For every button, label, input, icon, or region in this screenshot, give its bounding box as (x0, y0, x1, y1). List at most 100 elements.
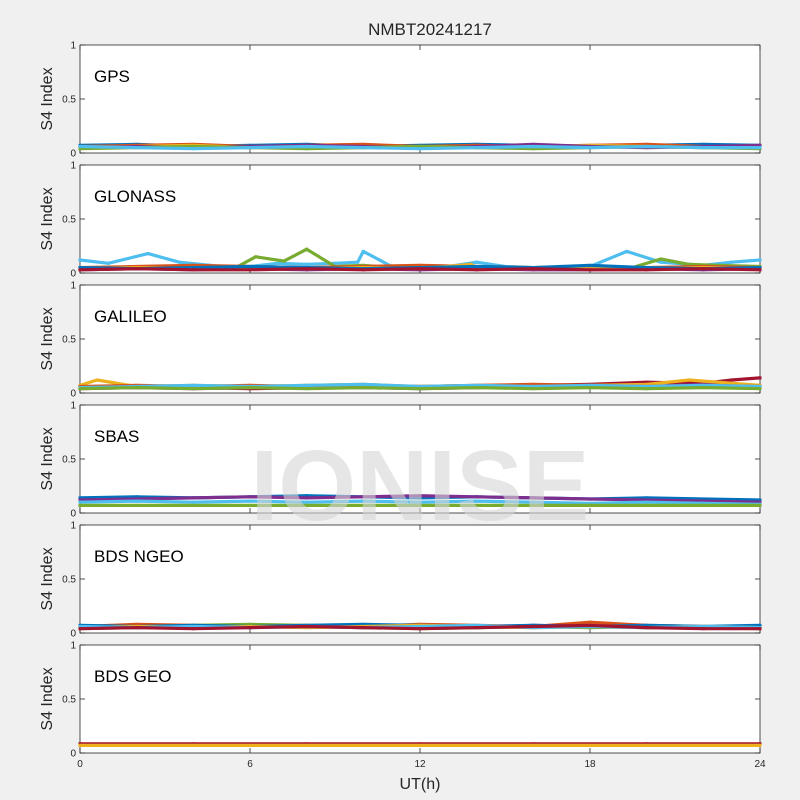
data-point (758, 143, 762, 147)
y-tick-label: 0 (70, 149, 76, 160)
data-point (333, 261, 337, 265)
data-point (475, 623, 479, 627)
y-tick-label: 1 (70, 281, 76, 292)
data-point (758, 385, 762, 388)
y-tick-label: 0.5 (62, 695, 76, 706)
data-point (475, 626, 479, 630)
data-point (701, 267, 705, 271)
system-label: GLONASS (94, 187, 176, 206)
data-point (361, 503, 365, 507)
data-point (701, 499, 705, 503)
data-point (78, 258, 82, 262)
data-point (645, 266, 649, 270)
data-point (645, 268, 649, 272)
data-point (758, 743, 762, 747)
data-point (475, 146, 479, 150)
data-point (248, 499, 252, 503)
data-point (78, 503, 82, 507)
data-point (191, 147, 195, 151)
data-point (248, 503, 252, 507)
x-tick-label: 6 (247, 759, 253, 770)
data-point (588, 497, 592, 501)
data-point (78, 266, 82, 270)
data-point (305, 147, 309, 151)
data-point (135, 495, 139, 499)
y-tick-label: 0.5 (62, 455, 76, 466)
data-point (361, 622, 365, 626)
y-axis-label: S4 Index (39, 187, 56, 250)
figure-title: NMBT20241217 (368, 20, 492, 39)
x-tick-label: 24 (754, 759, 766, 770)
data-point (95, 378, 99, 382)
data-point (135, 146, 139, 150)
data-point (356, 260, 360, 264)
data-point (475, 383, 479, 387)
data-point (305, 262, 309, 266)
data-point (305, 145, 309, 148)
data-point (191, 268, 195, 272)
data-point (78, 268, 82, 272)
y-tick-label: 0 (70, 629, 76, 640)
data-point (305, 496, 309, 500)
data-point (361, 268, 365, 272)
data-point (305, 742, 309, 746)
data-point (78, 743, 82, 747)
data-point (305, 743, 309, 747)
data-point (418, 385, 422, 388)
data-point (191, 627, 195, 631)
panel-sbas: 0 0.5 1 S4 Index SBAS (39, 401, 762, 520)
data-point (78, 496, 82, 500)
data-point (758, 376, 762, 380)
data-point (475, 495, 479, 499)
y-tick-label: 1 (70, 401, 76, 412)
data-point (687, 262, 691, 266)
panels-group: 0 0.5 1 S4 Index GPS 0 0.5 1 S4 Index GLONASS 0 0.5… (39, 41, 766, 771)
data-point (645, 145, 649, 148)
data-point (418, 387, 422, 391)
data-point (106, 261, 110, 265)
plot-area (79, 164, 761, 274)
data-point (191, 742, 195, 746)
data-point (418, 267, 422, 271)
data-point (531, 743, 535, 747)
data-point (135, 499, 139, 503)
data-point (758, 500, 762, 504)
data-point (659, 260, 663, 264)
data-point (361, 146, 365, 150)
data-point (701, 501, 705, 505)
y-tick-label: 1 (70, 41, 76, 52)
data-point (78, 145, 82, 148)
panel-bds-geo: 0 0.5 1 0 6 12 18 24 S4 Index BDS GEO (39, 641, 766, 771)
data-point (730, 260, 734, 264)
data-point (78, 387, 82, 391)
data-point (475, 503, 479, 507)
y-tick-label: 0.5 (62, 575, 76, 586)
data-point (418, 627, 422, 631)
y-tick-label: 0 (70, 509, 76, 520)
plot-area (79, 524, 761, 634)
data-point (645, 503, 649, 507)
data-point (475, 260, 479, 264)
data-point (191, 500, 195, 504)
data-point (701, 625, 705, 628)
data-point (701, 503, 705, 507)
system-label: BDS GEO (94, 667, 171, 686)
plot-area (79, 44, 761, 154)
data-point (758, 623, 762, 627)
data-point (588, 501, 592, 505)
data-point (758, 268, 762, 272)
data-point (588, 386, 592, 390)
data-point (531, 385, 535, 388)
data-point (645, 500, 649, 504)
data-point (418, 494, 422, 498)
x-axis-label: UT(h) (400, 776, 441, 793)
data-point (701, 627, 705, 631)
data-point (645, 382, 649, 386)
data-point (645, 626, 649, 630)
data-point (531, 496, 535, 500)
data-point (475, 499, 479, 503)
data-point (645, 385, 649, 388)
panel-galileo: 0 0.5 1 S4 Index GALILEO (39, 281, 762, 400)
data-point (758, 146, 762, 150)
data-point (305, 494, 309, 498)
